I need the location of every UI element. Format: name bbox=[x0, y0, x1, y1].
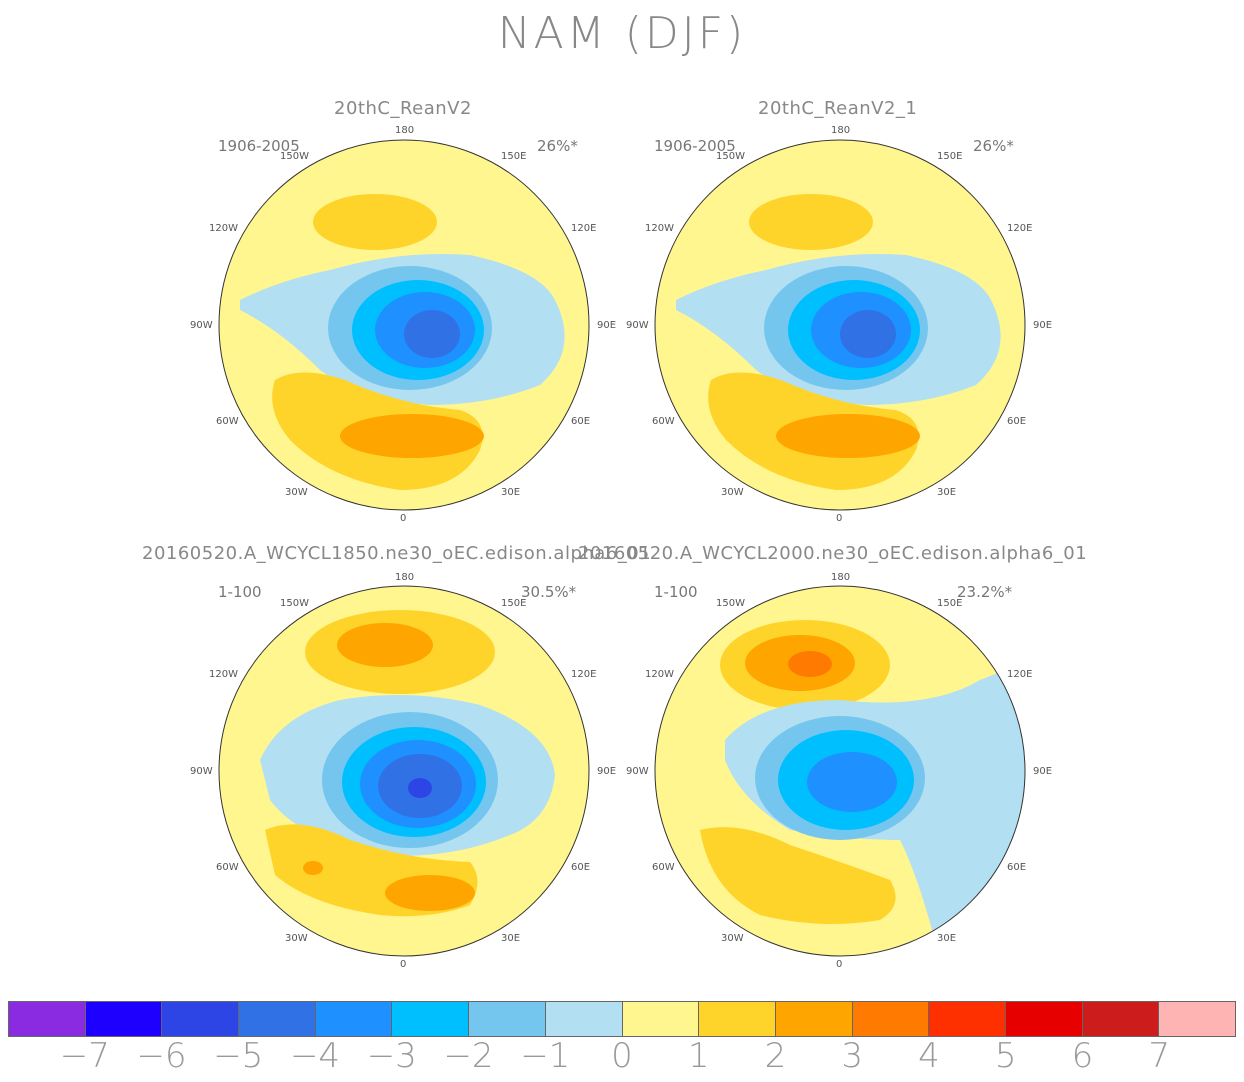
colorbar-swatch bbox=[852, 1002, 930, 1036]
lon-label: 30W bbox=[721, 933, 744, 944]
colorbar-tick-label: −2 bbox=[443, 1036, 494, 1076]
lon-label: 30E bbox=[501, 933, 521, 944]
colorbar-tick-label: 4 bbox=[918, 1036, 940, 1076]
panel-2-variance: 26%* bbox=[973, 137, 1014, 155]
colorbar bbox=[8, 1001, 1236, 1037]
lon-label: 30E bbox=[501, 487, 521, 498]
colorbar-tick-label: −4 bbox=[289, 1036, 341, 1076]
lon-label: 150W bbox=[716, 598, 745, 609]
panel-2-map bbox=[655, 140, 1025, 510]
lon-label: 150W bbox=[280, 151, 309, 162]
panel-4-map bbox=[655, 586, 1025, 956]
colorbar-swatch bbox=[239, 1002, 316, 1036]
lon-label: 120E bbox=[1007, 223, 1033, 234]
lon-label: 150E bbox=[937, 598, 963, 609]
panel-1-map bbox=[219, 140, 589, 510]
colorbar-tick-label: 7 bbox=[1148, 1036, 1171, 1076]
colorbar-tick-label: 1 bbox=[687, 1036, 710, 1076]
lon-label: 0 bbox=[836, 959, 843, 970]
colorbar-swatches bbox=[8, 1001, 1236, 1037]
colorbar-swatch bbox=[929, 1002, 1006, 1036]
colorbar-swatch bbox=[85, 1002, 163, 1036]
lon-label: 120E bbox=[1007, 669, 1033, 680]
lon-label: 0 bbox=[836, 513, 843, 524]
lon-label: 180 bbox=[395, 572, 415, 583]
lon-label: 90E bbox=[1033, 766, 1053, 777]
lon-label: 180 bbox=[831, 572, 851, 583]
colorbar-swatch bbox=[1159, 1002, 1235, 1036]
lon-label: 150W bbox=[716, 151, 745, 162]
lon-label: 90W bbox=[190, 320, 213, 331]
lon-label: 90E bbox=[597, 320, 617, 331]
lon-label: 180 bbox=[395, 125, 415, 136]
colorbar-tick-label: −5 bbox=[213, 1036, 264, 1076]
colorbar-swatch bbox=[1082, 1002, 1160, 1036]
panel-4-period: 1-100 bbox=[654, 583, 698, 601]
lon-label: 150E bbox=[501, 598, 527, 609]
lon-label: 90W bbox=[626, 766, 649, 777]
colorbar-tick-label: 2 bbox=[764, 1036, 787, 1076]
panel-1-title: 20thC_ReanV2 bbox=[334, 98, 472, 119]
panel-1-period: 1906-2005 bbox=[218, 137, 300, 155]
lon-label: 30E bbox=[937, 487, 957, 498]
lon-label: 0 bbox=[400, 959, 407, 970]
colorbar-swatch bbox=[9, 1002, 86, 1036]
colorbar-swatch bbox=[392, 1002, 470, 1036]
colorbar-tick-label: 6 bbox=[1071, 1036, 1094, 1076]
figure-title: NAM (DJF) bbox=[497, 8, 747, 59]
colorbar-tick-label: 5 bbox=[994, 1036, 1017, 1076]
colorbar-tick-label: 0 bbox=[611, 1036, 633, 1076]
lon-label: 0 bbox=[400, 513, 407, 524]
lon-label: 150E bbox=[937, 151, 963, 162]
lon-label: 120W bbox=[645, 223, 674, 234]
lon-label: 120W bbox=[209, 669, 238, 680]
lon-label: 60E bbox=[1007, 862, 1027, 873]
lon-label: 120W bbox=[209, 223, 238, 234]
lon-label: 30W bbox=[285, 933, 308, 944]
panel-2-title: 20thC_ReanV2_1 bbox=[758, 98, 918, 119]
lon-label: 150W bbox=[280, 598, 309, 609]
lon-label: 60W bbox=[216, 862, 239, 873]
colorbar-swatch bbox=[545, 1002, 623, 1036]
panel-2-period: 1906-2005 bbox=[654, 137, 736, 155]
colorbar-tick-label: −1 bbox=[520, 1036, 571, 1076]
lon-label: 150E bbox=[501, 151, 527, 162]
lon-label: 60W bbox=[652, 862, 675, 873]
colorbar-swatch bbox=[699, 1002, 776, 1036]
colorbar-swatch bbox=[622, 1002, 700, 1036]
lon-label: 30W bbox=[285, 487, 308, 498]
colorbar-tick-label: 3 bbox=[841, 1036, 864, 1076]
lon-label: 180 bbox=[831, 125, 851, 136]
colorbar-tick-label: −6 bbox=[136, 1036, 187, 1076]
colorbar-swatch bbox=[469, 1002, 546, 1036]
lon-label: 60W bbox=[216, 416, 239, 427]
lon-label: 90W bbox=[190, 766, 213, 777]
lon-label: 30W bbox=[721, 487, 744, 498]
colorbar-swatch bbox=[162, 1002, 240, 1036]
lon-label: 90E bbox=[1033, 320, 1053, 331]
panel-3-map bbox=[219, 586, 589, 956]
colorbar-swatch bbox=[775, 1002, 853, 1036]
lon-label: 30E bbox=[937, 933, 957, 944]
panel-3-title: 20160520.A_WCYCL1850.ne30_oEC.edison.alp… bbox=[142, 543, 652, 564]
lon-label: 120E bbox=[571, 223, 597, 234]
panel-3-variance: 30.5%* bbox=[521, 583, 577, 601]
panel-4-title: 20160520.A_WCYCL2000.ne30_oEC.edison.alp… bbox=[578, 543, 1088, 564]
lon-label: 90W bbox=[626, 320, 649, 331]
colorbar-swatch bbox=[1005, 1002, 1083, 1036]
lon-label: 120W bbox=[645, 669, 674, 680]
panel-1-variance: 26%* bbox=[537, 137, 578, 155]
lon-label: 90E bbox=[597, 766, 617, 777]
colorbar-swatch bbox=[315, 1002, 393, 1036]
lon-label: 60W bbox=[652, 416, 675, 427]
colorbar-tick-label: −3 bbox=[366, 1036, 417, 1076]
lon-label: 60E bbox=[1007, 416, 1027, 427]
colorbar-tick-label: −7 bbox=[59, 1036, 110, 1076]
lon-label: 60E bbox=[571, 862, 591, 873]
lon-label: 120E bbox=[571, 669, 597, 680]
lon-label: 60E bbox=[571, 416, 591, 427]
panel-3-period: 1-100 bbox=[218, 583, 262, 601]
panel-4-variance: 23.2%* bbox=[957, 583, 1013, 601]
